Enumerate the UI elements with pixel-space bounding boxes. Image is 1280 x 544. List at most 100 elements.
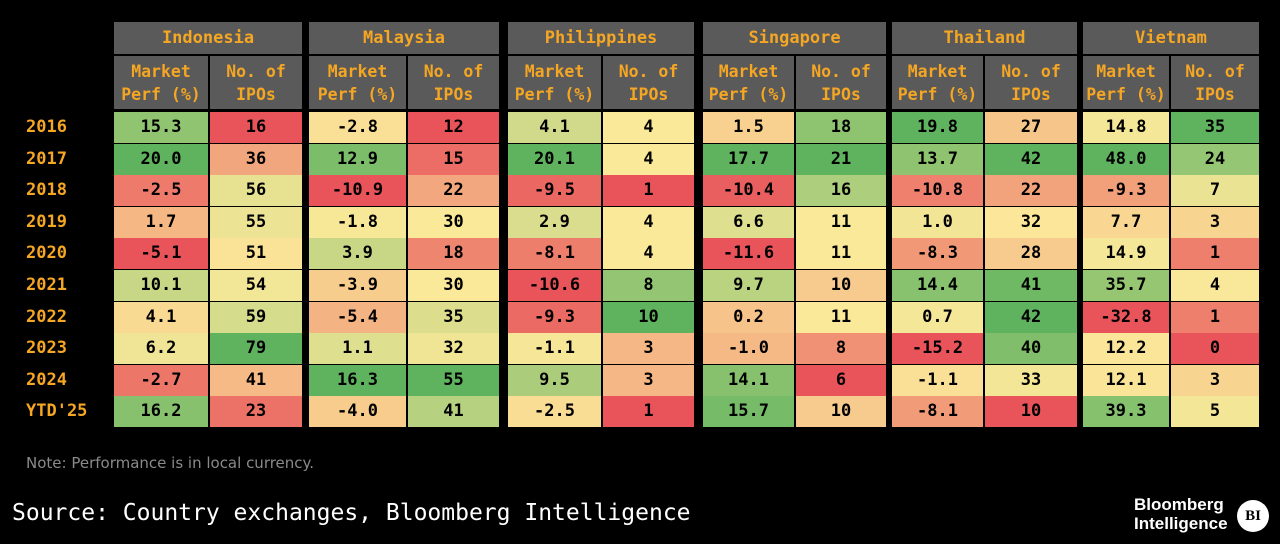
header-no-of-ipos: No. of IPOs [985, 56, 1077, 109]
cell-ipos: 1 [603, 175, 694, 207]
cell-ipos: 42 [985, 143, 1077, 175]
cell-ipos: 32 [985, 206, 1077, 238]
year-label: YTD'25 [26, 401, 88, 422]
cell-ipos: 3 [603, 364, 694, 396]
cell-ipos: 1 [1171, 301, 1259, 333]
cell-market-perf: 3.9 [309, 238, 406, 270]
cell-ipos: 55 [408, 364, 499, 396]
year-label: 2016 [26, 117, 67, 137]
cell-market-perf: -10.9 [309, 175, 406, 207]
cell-market-perf: -2.8 [309, 112, 406, 143]
bloomberg-intelligence-logo: Bloomberg Intelligence [1134, 495, 1228, 533]
header-market-perf: Market Perf (%) [703, 56, 794, 109]
year-label: 2021 [26, 275, 67, 295]
year-label: 2017 [26, 148, 67, 169]
cell-ipos: 16 [796, 175, 886, 207]
header-no-of-ipos: No. of IPOs [1171, 56, 1259, 109]
country-title: Philippines [508, 22, 694, 54]
cell-market-perf: -9.3 [1083, 175, 1169, 207]
cell-ipos: 11 [796, 206, 886, 238]
cell-ipos: 33 [985, 364, 1077, 396]
header-no-of-ipos: No. of IPOs [796, 56, 886, 109]
cell-market-perf: -4.0 [309, 396, 406, 428]
country-title: Thailand [892, 22, 1077, 54]
cell-market-perf: 2.9 [508, 206, 601, 238]
cell-market-perf: -5.4 [309, 301, 406, 333]
cell-market-perf: -8.3 [892, 238, 983, 270]
year-label: 2019 [26, 211, 67, 232]
cell-ipos: 0 [1171, 333, 1259, 365]
cell-ipos: 5 [1171, 396, 1259, 428]
cell-market-perf: 14.8 [1083, 112, 1169, 143]
year-label: 2020 [26, 243, 67, 264]
cell-market-perf: 39.3 [1083, 396, 1169, 428]
cell-market-perf: 10.1 [114, 270, 208, 301]
cell-market-perf: 1.0 [892, 206, 983, 238]
source-text: Source: Country exchanges, Bloomberg Int… [12, 500, 691, 526]
cell-market-perf: -2.5 [508, 396, 601, 428]
year-label: 2018 [26, 180, 67, 201]
cell-ipos: 8 [603, 270, 694, 301]
cell-market-perf: 12.2 [1083, 333, 1169, 365]
cell-ipos: 54 [210, 270, 302, 301]
cell-market-perf: -10.4 [703, 175, 794, 207]
cell-market-perf: 19.8 [892, 112, 983, 143]
cell-market-perf: -10.8 [892, 175, 983, 207]
cell-ipos: 24 [1171, 143, 1259, 175]
cell-ipos: 30 [408, 206, 499, 238]
cell-ipos: 4 [603, 143, 694, 175]
cell-ipos: 10 [603, 301, 694, 333]
cell-ipos: 51 [210, 238, 302, 270]
cell-ipos: 42 [985, 301, 1077, 333]
cell-market-perf: -2.7 [114, 364, 208, 396]
cell-market-perf: -11.6 [703, 238, 794, 270]
cell-market-perf: -9.5 [508, 175, 601, 207]
cell-market-perf: 1.7 [114, 206, 208, 238]
note-text: Note: Performance is in local currency. [26, 454, 315, 472]
cell-ipos: 40 [985, 333, 1077, 365]
country-block-indonesia: Indonesia Market Perf (%) No. of IPOs 15.3 16 2… [114, 22, 302, 432]
country-title: Malaysia [309, 22, 499, 54]
header-no-of-ipos: No. of IPOs [603, 56, 694, 109]
country-block-vietnam: Vietnam Market Perf (%) No. of IPOs 14.8 35 48.… [1083, 22, 1259, 432]
cell-ipos: 6 [796, 364, 886, 396]
cell-ipos: 35 [1171, 112, 1259, 143]
cell-ipos: 79 [210, 333, 302, 365]
cell-market-perf: 14.9 [1083, 238, 1169, 270]
bi-logo-icon: BI [1237, 500, 1269, 532]
cell-market-perf: -2.5 [114, 175, 208, 207]
cell-ipos: 10 [796, 396, 886, 428]
cell-ipos: 30 [408, 270, 499, 301]
cell-ipos: 12 [408, 112, 499, 143]
header-market-perf: Market Perf (%) [508, 56, 601, 109]
cell-ipos: 4 [603, 112, 694, 143]
header-no-of-ipos: No. of IPOs [408, 56, 499, 109]
cell-market-perf: 6.6 [703, 206, 794, 238]
year-label: 2023 [26, 338, 67, 359]
country-block-philippines: Philippines Market Perf (%) No. of IPOs 4.1 4 2… [508, 22, 694, 432]
cell-ipos: 21 [796, 143, 886, 175]
logo-line-2: Intelligence [1134, 514, 1228, 533]
cell-ipos: 41 [210, 364, 302, 396]
cell-market-perf: 6.2 [114, 333, 208, 365]
cell-market-perf: 16.2 [114, 396, 208, 428]
cell-ipos: 59 [210, 301, 302, 333]
cell-market-perf: 0.2 [703, 301, 794, 333]
cell-market-perf: -3.9 [309, 270, 406, 301]
year-label: 2022 [26, 306, 67, 327]
cell-market-perf: 15.3 [114, 112, 208, 143]
cell-ipos: 27 [985, 112, 1077, 143]
cell-market-perf: 20.0 [114, 143, 208, 175]
cell-ipos: 3 [1171, 364, 1259, 396]
cell-ipos: 41 [985, 270, 1077, 301]
cell-ipos: 18 [796, 112, 886, 143]
cell-ipos: 41 [408, 396, 499, 428]
cell-ipos: 32 [408, 333, 499, 365]
cell-market-perf: 13.7 [892, 143, 983, 175]
country-title: Vietnam [1083, 22, 1259, 54]
header-market-perf: Market Perf (%) [892, 56, 983, 109]
cell-market-perf: 12.1 [1083, 364, 1169, 396]
cell-ipos: 3 [603, 333, 694, 365]
cell-market-perf: 15.7 [703, 396, 794, 428]
header-market-perf: Market Perf (%) [114, 56, 208, 109]
